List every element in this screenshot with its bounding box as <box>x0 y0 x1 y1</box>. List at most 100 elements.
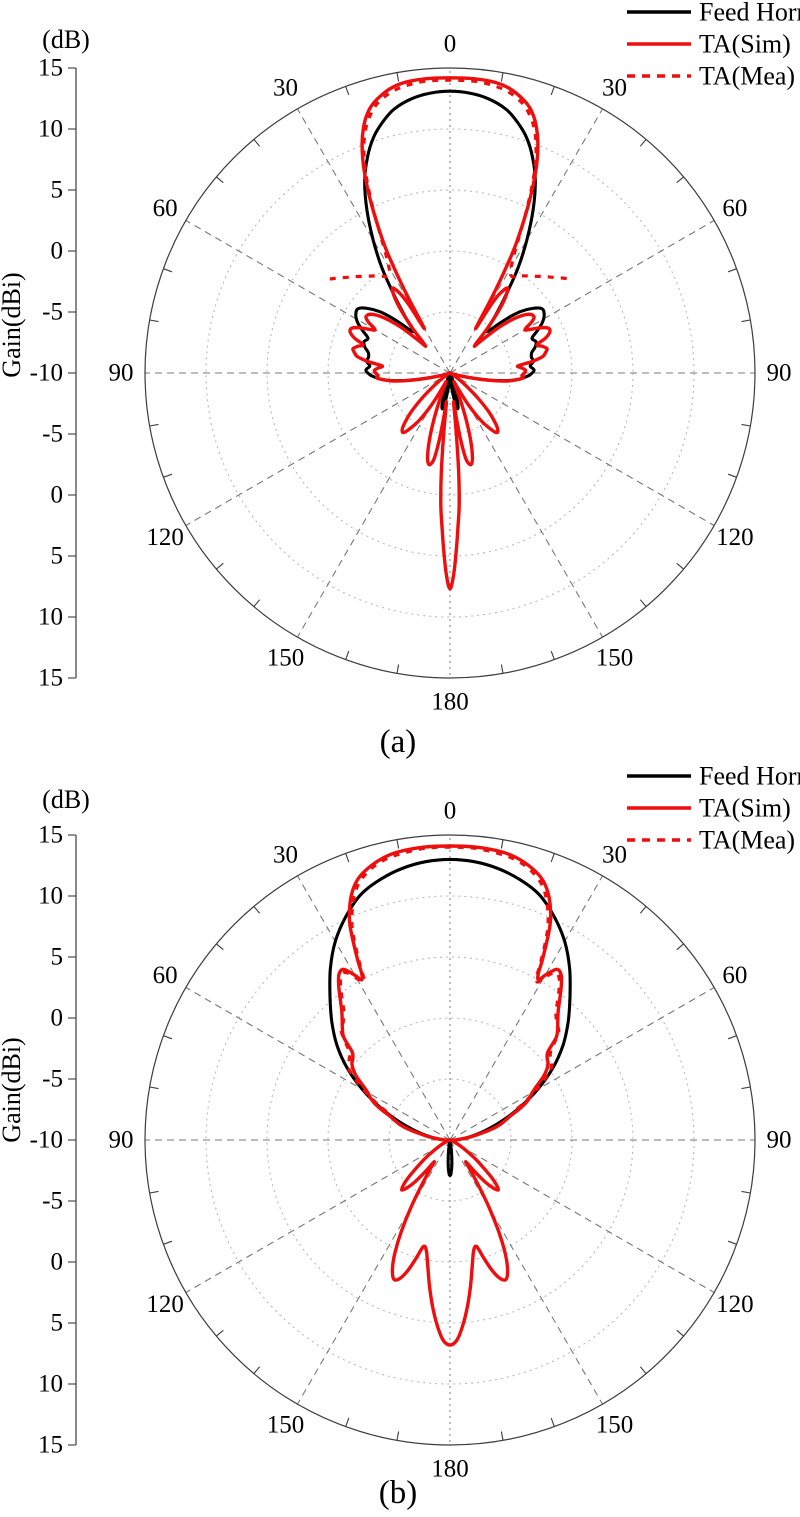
angle-minor-tick <box>149 1190 159 1194</box>
angle-minor-tick <box>396 839 400 849</box>
angle-minor-tick <box>741 423 751 427</box>
series-curve-ta-mea <box>329 78 571 281</box>
grid-spoke <box>449 372 603 638</box>
grid-spoke <box>185 372 451 526</box>
angle-minor-tick <box>639 599 647 607</box>
angle-label: 180 <box>431 1456 469 1483</box>
panel-b-caption: (b) <box>379 1475 417 1511</box>
legend-feed-horn-label: Feed Horn <box>699 762 800 791</box>
series-curve-ta-sim <box>348 76 552 591</box>
grid-spoke <box>449 875 603 1141</box>
grid-spoke <box>449 372 715 526</box>
angle-label: 150 <box>596 1411 634 1438</box>
panel-a-caption: (a) <box>380 724 417 760</box>
gain-axis-tick-label: 15 <box>38 822 63 849</box>
angle-label: 60 <box>722 962 747 989</box>
angle-label: 120 <box>716 524 754 551</box>
series-curve-ta-mea <box>338 845 562 1113</box>
panel-a-curves <box>329 76 571 591</box>
gain-axis-tick-label: 5 <box>51 944 64 971</box>
grid-spoke <box>185 987 451 1141</box>
angle-label: 90 <box>767 360 792 387</box>
angle-minor-tick <box>216 1329 224 1337</box>
angle-minor-tick <box>676 943 684 951</box>
gain-axis-tick-label: 10 <box>38 604 63 631</box>
gain-axis-tick-label: 15 <box>38 665 63 692</box>
angle-minor-tick <box>741 1190 751 1194</box>
angle-minor-tick <box>676 1329 684 1337</box>
gain-axis-tick-label: -5 <box>42 421 63 448</box>
gain-axis-tick-label: 0 <box>51 1005 64 1032</box>
angle-minor-tick <box>253 906 261 914</box>
panel-a-legend: Feed Horn TA(Sim) TA(Mea) <box>627 0 800 91</box>
gain-axis-tick-label: 5 <box>51 177 64 204</box>
panel-a-gain-axis: 15 10 5 0 -5 -10 -5 0 5 10 15 <box>30 55 77 692</box>
angle-minor-tick <box>163 268 173 273</box>
legend-ta-sim-label: TA(Sim) <box>699 30 791 59</box>
angle-label: 0 <box>444 31 457 58</box>
angle-label: 150 <box>596 644 634 671</box>
angle-minor-tick <box>253 139 261 147</box>
angle-minor-tick <box>500 72 504 82</box>
angle-minor-tick <box>550 86 555 96</box>
angle-minor-tick <box>741 1086 751 1090</box>
panel-a-db-unit-label: (dB) <box>42 25 90 54</box>
angle-label: 150 <box>267 1411 305 1438</box>
grid-spoke <box>449 987 715 1141</box>
grid-spoke <box>185 1139 451 1293</box>
angle-label: 90 <box>767 1127 792 1154</box>
panel-b-db-unit-label: (dB) <box>42 785 90 814</box>
angle-minor-tick <box>500 664 504 674</box>
panel-b-gain-axis-title: Gain(dBi) <box>0 1037 26 1142</box>
angle-minor-tick <box>500 839 504 849</box>
angle-minor-tick <box>727 473 737 478</box>
gain-axis-tick-label: 15 <box>38 1432 63 1459</box>
angle-minor-tick <box>639 906 647 914</box>
panel-b-legend: Feed Horn TA(Sim) TA(Mea) <box>627 762 800 855</box>
gain-axis-tick-label: -5 <box>42 1066 63 1093</box>
panel-b-gain-axis: 15 10 5 0 -5 -10 -5 0 5 10 15 <box>30 822 77 1459</box>
angle-minor-tick <box>396 72 400 82</box>
angle-label: 120 <box>146 524 184 551</box>
angle-label: 30 <box>273 842 298 869</box>
angle-minor-tick <box>550 1417 555 1427</box>
angle-minor-tick <box>149 423 159 427</box>
legend-ta-mea-label: TA(Mea) <box>699 62 795 91</box>
polar-outline <box>144 834 756 1446</box>
panel-a-gain-axis-title: Gain(dBi) <box>0 272 26 377</box>
gain-axis-tick-label: -10 <box>30 1127 63 1154</box>
gain-axis-tick-label: 10 <box>38 1371 63 1398</box>
angle-minor-tick <box>727 1035 737 1040</box>
angle-minor-tick <box>396 1431 400 1441</box>
angle-label: 120 <box>146 1291 184 1318</box>
gain-axis-tick-label: -10 <box>30 360 63 387</box>
angle-minor-tick <box>216 562 224 570</box>
angle-minor-tick <box>550 853 555 863</box>
panel-b-polar-grid <box>144 834 756 1446</box>
angle-minor-tick <box>216 943 224 951</box>
series-curve-feed-horn <box>328 857 572 1177</box>
grid-spoke <box>449 1139 715 1293</box>
angle-label: 90 <box>109 360 134 387</box>
angle-minor-tick <box>345 86 350 96</box>
grid-spoke <box>297 875 451 1141</box>
angle-label: 30 <box>602 842 627 869</box>
gain-axis-tick-label: 10 <box>38 883 63 910</box>
angle-label: 120 <box>716 1291 754 1318</box>
angle-minor-tick <box>550 650 555 660</box>
angle-label: 60 <box>722 195 747 222</box>
gain-axis-tick-label: -5 <box>42 299 63 326</box>
panel-a-polar-grid <box>144 67 756 679</box>
angle-label: 60 <box>153 962 178 989</box>
angle-label: 150 <box>267 644 305 671</box>
angle-minor-tick <box>163 473 173 478</box>
gain-axis-tick-label: 0 <box>51 238 64 265</box>
angle-minor-tick <box>639 139 647 147</box>
angle-minor-tick <box>149 319 159 323</box>
angle-label: 30 <box>602 75 627 102</box>
panel-a-angle-labels: 0 30 30 60 60 90 90 120 120 150 150 180 <box>109 31 792 716</box>
angle-minor-tick <box>345 1417 350 1427</box>
grid-spoke <box>297 372 451 638</box>
angle-minor-tick <box>216 176 224 184</box>
